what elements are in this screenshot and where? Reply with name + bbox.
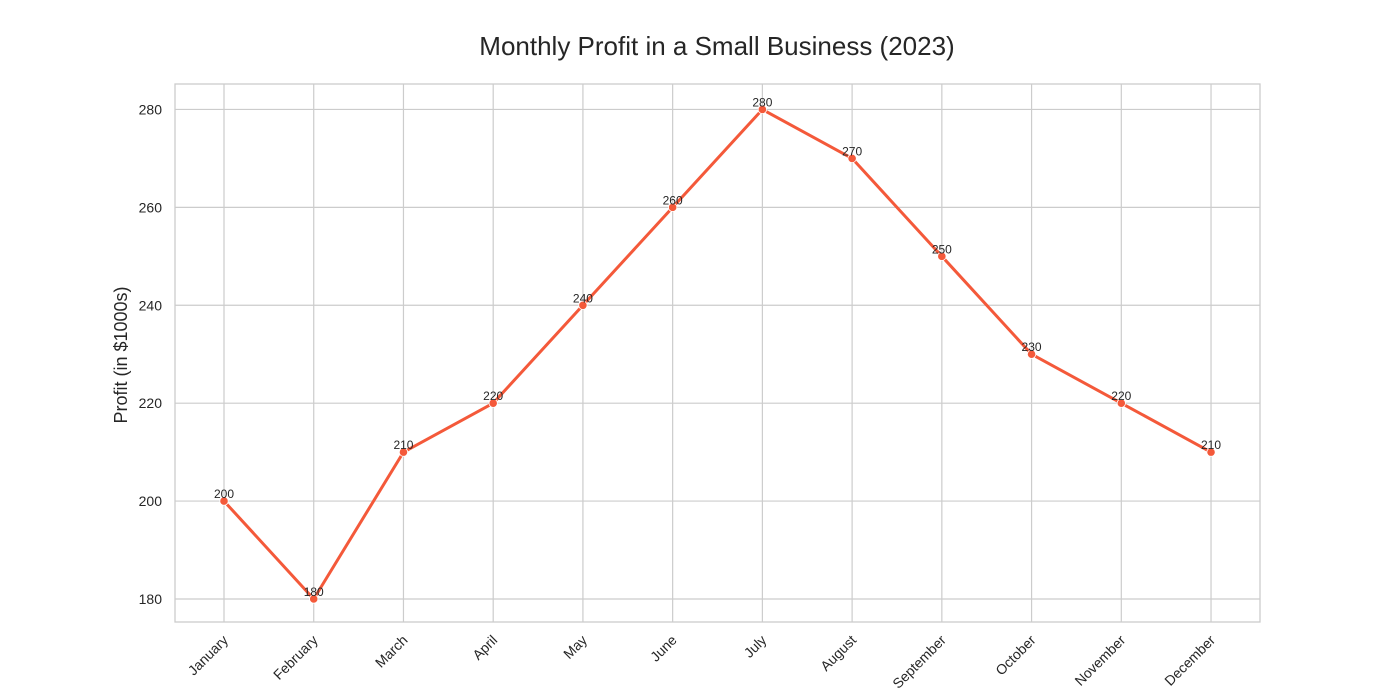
data-point: [757, 104, 767, 115]
data-point: [488, 398, 498, 408]
data-label: 270: [842, 144, 862, 158]
data-label: 220: [483, 389, 503, 403]
plot-frame: [174, 83, 1261, 623]
y-axis-label: Profit (in $1000s): [111, 286, 131, 423]
data-label: 200: [214, 487, 234, 501]
data-point: [219, 496, 229, 506]
y-tick-label: 260: [139, 199, 163, 215]
data-point: [1116, 398, 1126, 408]
data-point: [937, 251, 947, 261]
data-label: 210: [1201, 438, 1221, 452]
data-label: 180: [304, 585, 324, 599]
data-labels: 200 180 210 220 240 260 280 270 250 230 220 210: [214, 95, 1221, 599]
y-tick-label: 220: [139, 395, 163, 411]
data-label: 210: [393, 438, 413, 452]
data-label: 230: [1022, 340, 1042, 354]
series-line: [222, 107, 1213, 601]
gridlines: [175, 84, 1260, 622]
data-point: [309, 594, 319, 604]
y-tick-label: 240: [139, 297, 163, 313]
data-point: [1206, 447, 1216, 457]
y-tick-labels: 180 200 220 240 260 280: [139, 101, 163, 607]
data-label: 280: [752, 95, 772, 109]
data-label: 220: [1111, 389, 1131, 403]
y-tick-label: 180: [139, 591, 163, 607]
y-tick-label: 200: [139, 493, 163, 509]
data-point: [398, 447, 409, 457]
data-label: 260: [663, 193, 683, 207]
y-tick-label: 280: [139, 101, 163, 117]
series-layer: [219, 104, 1216, 604]
data-point: [1026, 349, 1037, 359]
data-point: [578, 300, 588, 310]
data-label: 240: [573, 291, 593, 305]
chart-title: Monthly Profit in a Small Business (2023…: [479, 31, 954, 61]
data-point: [847, 153, 857, 164]
data-point: [668, 202, 678, 212]
data-label: 250: [932, 242, 952, 256]
